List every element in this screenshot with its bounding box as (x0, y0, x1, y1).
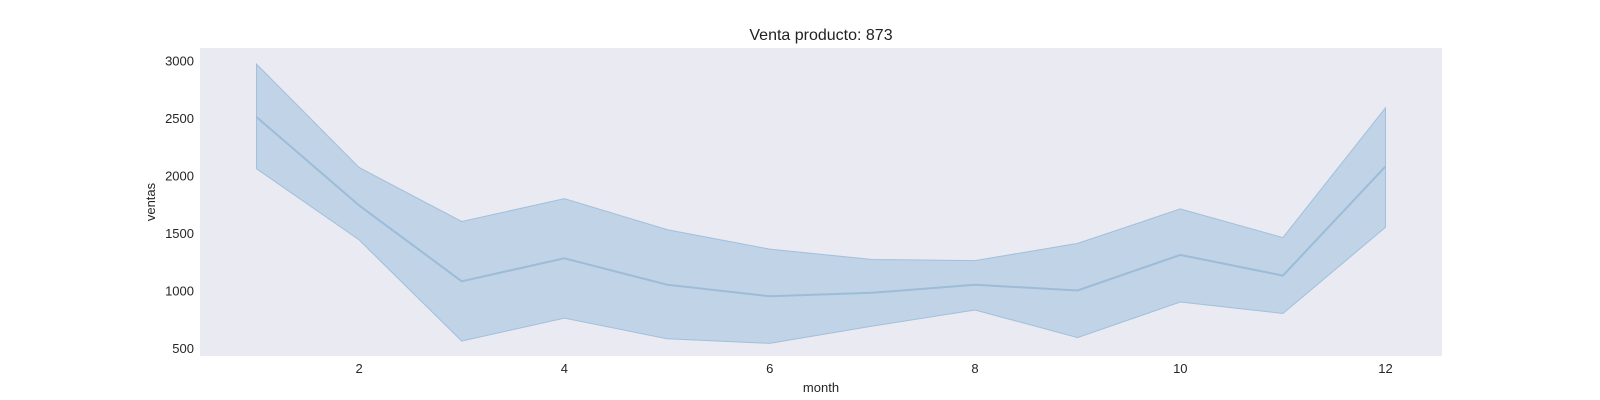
x-tick-label: 10 (1173, 361, 1187, 376)
y-axis-label: ventas (143, 182, 158, 221)
series-line-layer (255, 116, 1387, 298)
data-point (666, 284, 668, 286)
y-tick-label: 2000 (165, 169, 194, 184)
data-point (256, 116, 258, 118)
data-point (358, 204, 360, 206)
data-point (974, 284, 976, 286)
data-point (563, 257, 565, 259)
confidence-band-layer (256, 62, 1386, 344)
x-tick-label: 6 (766, 361, 773, 376)
x-tick-label: 2 (355, 361, 362, 376)
x-tick-label: 8 (971, 361, 978, 376)
data-point (1077, 290, 1079, 292)
confidence-band (256, 62, 1386, 344)
y-tick-label: 1000 (165, 284, 194, 299)
data-point (769, 295, 771, 297)
y-tick-label: 3000 (165, 54, 194, 69)
data-point (1282, 275, 1284, 277)
y-tick-labels: 500 1000 1500 2000 2500 3000 (165, 54, 194, 356)
x-tick-label: 4 (561, 361, 568, 376)
data-point (1179, 254, 1181, 256)
data-point (871, 292, 873, 294)
x-axis-label: month (803, 380, 839, 395)
y-tick-label: 2500 (165, 111, 194, 126)
series-line (255, 116, 1387, 298)
data-point (461, 280, 463, 282)
data-point (1385, 165, 1387, 167)
chart-title: Venta producto: 873 (749, 27, 892, 44)
x-tick-label: 12 (1378, 361, 1392, 376)
y-tick-label: 500 (172, 341, 194, 356)
y-tick-label: 1500 (165, 226, 194, 241)
x-tick-labels: 2 4 6 8 10 12 (355, 361, 1392, 376)
